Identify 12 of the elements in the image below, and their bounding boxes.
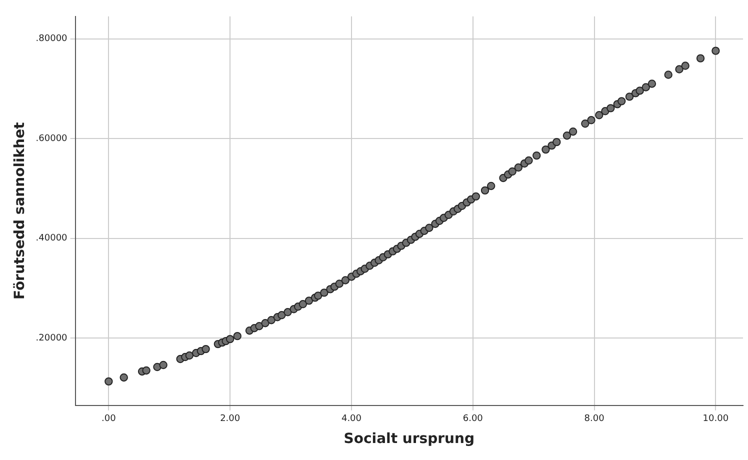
x-tick-label: 4.00 — [341, 414, 362, 424]
y-axis-title: Förutsedd sannolikhet — [12, 122, 28, 300]
y-tick-label: .20000 — [36, 333, 68, 344]
x-tick-label: 6.00 — [462, 414, 484, 424]
y-tick-label: .80000 — [36, 34, 68, 44]
y-tick-label: .60000 — [36, 134, 68, 144]
x-tick-label: .00 — [102, 414, 116, 424]
x-axis-title: Socialt ursprung — [344, 431, 474, 448]
x-tick-label: 8.00 — [584, 414, 605, 424]
x-tick-label: 10.00 — [702, 414, 729, 424]
y-tick-label: .40000 — [36, 234, 68, 244]
x-tick-label: 2.00 — [220, 414, 240, 424]
